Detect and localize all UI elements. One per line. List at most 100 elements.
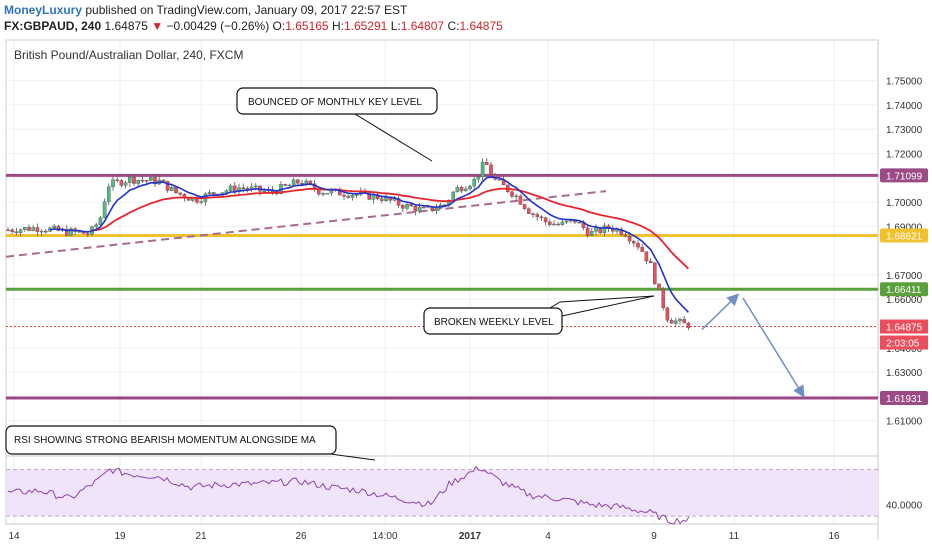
monthly-level-note-text: BOUNCED OF MONTHLY KEY LEVEL [248, 97, 422, 108]
price-tick-label: 1.73000 [886, 125, 923, 136]
candle-body [459, 187, 464, 192]
candle-body [434, 208, 439, 211]
rsi-tick-label: 40.0000 [886, 501, 923, 512]
open-label: O: [272, 19, 286, 33]
high-label: H: [331, 19, 344, 33]
time-tick-label: 14 [8, 531, 20, 542]
candle-body [39, 230, 44, 233]
time-tick-label: 21 [195, 531, 207, 542]
candle-body [396, 198, 401, 206]
candle-body [669, 320, 674, 324]
candle-body [18, 229, 23, 234]
price-tick-label: 1.70000 [886, 198, 923, 209]
level-price-label: 1.61931 [886, 394, 923, 405]
candle-body [485, 161, 489, 165]
candle-body [325, 192, 330, 195]
fast-moving-average-line [49, 176, 689, 313]
candle-body [417, 206, 422, 212]
candle-body [174, 187, 178, 193]
candle-body [640, 247, 644, 252]
candle-body [518, 195, 523, 205]
candle-body [648, 260, 653, 264]
time-tick-label: 11 [729, 531, 740, 542]
price-change: −0.00429 (−0.26%) [166, 19, 270, 33]
candle-body [413, 206, 418, 212]
candle-body [342, 194, 346, 197]
level-price-label: 1.68621 [886, 232, 923, 243]
candle-body [619, 228, 623, 235]
last-price: 1.64875 [104, 19, 148, 33]
candle-body [401, 205, 405, 209]
rsi-line [7, 465, 690, 525]
candle-body [577, 221, 581, 224]
candle-body [64, 228, 69, 236]
candle-body [535, 214, 539, 217]
author-link[interactable]: MoneyLuxury [4, 3, 83, 17]
weekly-level-note-box[interactable] [423, 307, 563, 335]
countdown-badge [880, 335, 928, 350]
rsi-momentum-note-pointer [310, 453, 376, 461]
candle-body [455, 187, 460, 193]
candle-body [14, 231, 19, 234]
candle-body [148, 177, 153, 181]
candle-body [653, 262, 657, 285]
low-label: L: [390, 19, 401, 33]
low-value: 1.64807 [400, 19, 445, 33]
symbol-name[interactable]: FX:GBPAUD, 240 [4, 19, 102, 33]
candle-body [590, 231, 594, 236]
monthly-level-note-box[interactable] [236, 87, 438, 115]
slow-moving-average-line [91, 187, 690, 270]
candle-body [308, 180, 313, 184]
candle-body [136, 179, 141, 184]
rising-trendline[interactable] [5, 190, 607, 258]
publish-line: MoneyLuxury published on TradingView.com… [4, 3, 407, 17]
high-value: 1.65291 [343, 19, 388, 33]
candle-body [623, 234, 628, 237]
level-price-badge [880, 391, 928, 406]
candle-body [106, 186, 111, 202]
change-arrow-icon: ▼ [151, 19, 164, 33]
level-price-badge [880, 282, 928, 297]
time-tick-label: 14:00 [372, 531, 397, 542]
weekly-level-note-pointer [549, 295, 655, 317]
candle-body [287, 184, 292, 187]
candle-body [451, 191, 456, 201]
candle-body [224, 190, 229, 193]
candle-body [627, 236, 632, 242]
candle-body [522, 204, 527, 209]
candle-body [409, 203, 414, 207]
candle-body [178, 192, 183, 195]
time-tick-label: 16 [828, 531, 840, 542]
candle-body [321, 193, 325, 195]
candle-body [161, 179, 166, 182]
candle-body [476, 176, 481, 180]
candle-body [228, 185, 233, 191]
candle-body [296, 179, 300, 184]
price-tick-label: 1.69000 [886, 222, 923, 233]
symbol-line: FX:GBPAUD, 240 1.64875 ▼ −0.00429 (−0.26… [4, 19, 503, 33]
close-value: 1.64875 [459, 19, 503, 33]
candle-body [514, 195, 518, 198]
candle-body [531, 213, 535, 215]
candle-body [346, 196, 351, 198]
candle-body [657, 283, 661, 290]
candle-body [27, 227, 31, 231]
candle-body [98, 217, 103, 225]
candle-body [510, 191, 514, 197]
candle-body [405, 203, 409, 209]
candle-body [632, 240, 636, 244]
candle-body [489, 164, 493, 175]
rsi-momentum-note-box[interactable] [5, 425, 337, 455]
projection-arrow-up[interactable] [701, 293, 740, 331]
candle-body [127, 176, 132, 183]
weekly-level-note-text: BROKEN WEEKLY LEVEL [434, 317, 554, 328]
level-price-label: 1.66411 [886, 285, 922, 296]
candle-body [144, 180, 149, 182]
price-tick-label: 1.66000 [886, 295, 923, 306]
candle-body [102, 201, 107, 218]
projection-arrow-down[interactable] [742, 297, 805, 398]
candle-body [380, 198, 384, 201]
candle-body [23, 227, 27, 230]
candle-body [527, 208, 531, 214]
